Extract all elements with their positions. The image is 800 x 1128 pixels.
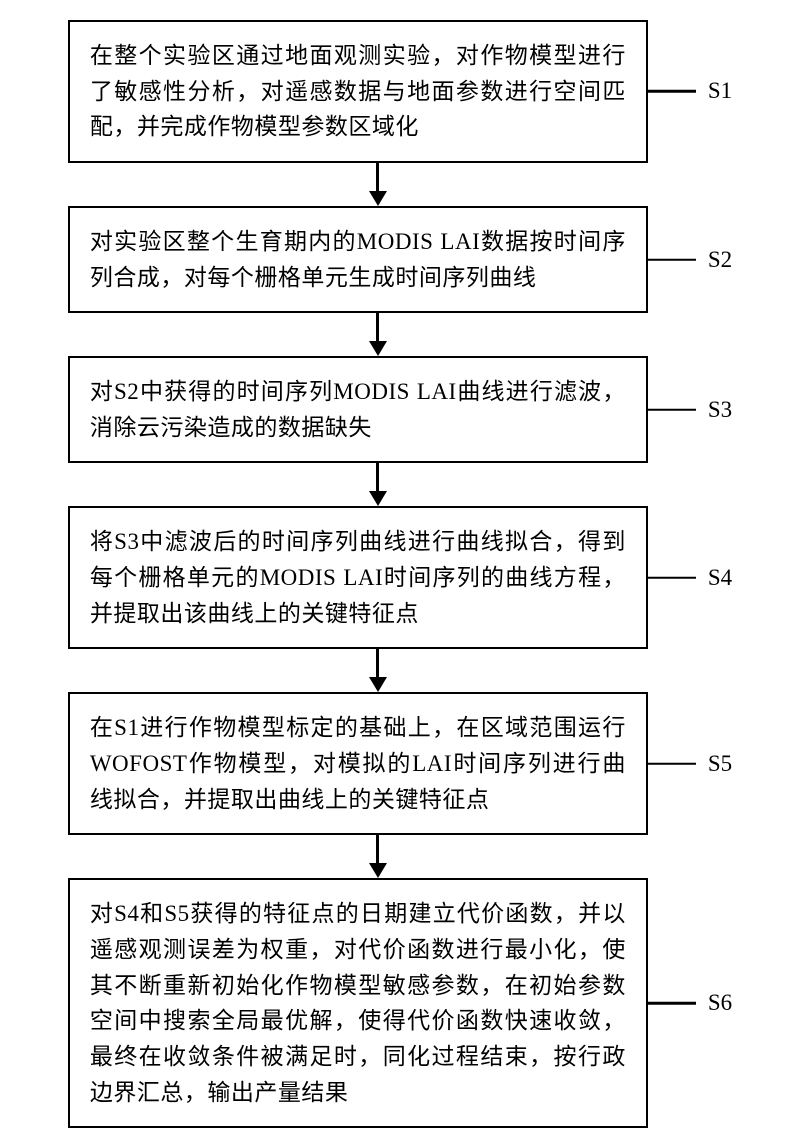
step-row-s2: 对实验区整个生育期内的MODIS LAI数据按时间序列合成，对每个栅格单元生成时… bbox=[0, 206, 800, 313]
arrow-line-icon bbox=[376, 163, 379, 191]
step-label-s1: S1 bbox=[708, 78, 732, 104]
step-label-s4: S4 bbox=[708, 565, 732, 591]
arrow-s3-to-s4 bbox=[369, 463, 387, 506]
arrow-head-icon bbox=[369, 863, 387, 878]
arrow-s5-to-s6 bbox=[369, 835, 387, 878]
step-row-s3: 对S2中获得的时间序列MODIS LAI曲线进行滤波，消除云污染造成的数据缺失 S… bbox=[0, 356, 800, 463]
arrow-head-icon bbox=[369, 341, 387, 356]
flowchart-container: 在整个实验区通过地面观测实验，对作物模型进行了敏感性分析，对遥感数据与地面参数进… bbox=[0, 20, 800, 1128]
arrow-line-icon bbox=[376, 835, 379, 863]
connector-line-icon bbox=[648, 1002, 696, 1005]
step-box-s6: 对S4和S5获得的特征点的日期建立代价函数，并以遥感观测误差为权重，对代价函数进… bbox=[68, 878, 648, 1128]
step-connector-s4: S4 bbox=[648, 565, 732, 591]
step-label-s2: S2 bbox=[708, 247, 732, 273]
step-box-s3: 对S2中获得的时间序列MODIS LAI曲线进行滤波，消除云污染造成的数据缺失 bbox=[68, 356, 648, 463]
step-connector-s3: S3 bbox=[648, 397, 732, 423]
step-connector-s5: S5 bbox=[648, 751, 732, 777]
step-box-s2: 对实验区整个生育期内的MODIS LAI数据按时间序列合成，对每个栅格单元生成时… bbox=[68, 206, 648, 313]
step-box-s5: 在S1进行作物模型标定的基础上，在区域范围运行WOFOST作物模型，对模拟的LA… bbox=[68, 692, 648, 835]
arrow-line-icon bbox=[376, 463, 379, 491]
step-box-s1: 在整个实验区通过地面观测实验，对作物模型进行了敏感性分析，对遥感数据与地面参数进… bbox=[68, 20, 648, 163]
step-connector-s1: S1 bbox=[648, 78, 732, 104]
step-row-s5: 在S1进行作物模型标定的基础上，在区域范围运行WOFOST作物模型，对模拟的LA… bbox=[0, 692, 800, 835]
step-connector-s6: S6 bbox=[648, 990, 732, 1016]
step-connector-s2: S2 bbox=[648, 247, 732, 273]
step-box-s4: 将S3中滤波后的时间序列曲线进行曲线拟合，得到每个栅格单元的MODIS LAI时… bbox=[68, 506, 648, 649]
arrow-s4-to-s5 bbox=[369, 649, 387, 692]
connector-line-icon bbox=[648, 90, 696, 93]
connector-line-icon bbox=[648, 577, 696, 580]
arrow-s2-to-s3 bbox=[369, 313, 387, 356]
arrow-line-icon bbox=[376, 649, 379, 677]
arrow-s1-to-s2 bbox=[369, 163, 387, 206]
connector-line-icon bbox=[648, 409, 696, 412]
step-row-s1: 在整个实验区通过地面观测实验，对作物模型进行了敏感性分析，对遥感数据与地面参数进… bbox=[0, 20, 800, 163]
connector-line-icon bbox=[648, 763, 696, 766]
step-label-s3: S3 bbox=[708, 397, 732, 423]
step-row-s6: 对S4和S5获得的特征点的日期建立代价函数，并以遥感观测误差为权重，对代价函数进… bbox=[0, 878, 800, 1128]
arrow-head-icon bbox=[369, 491, 387, 506]
arrow-head-icon bbox=[369, 677, 387, 692]
connector-line-icon bbox=[648, 258, 696, 261]
step-label-s5: S5 bbox=[708, 751, 732, 777]
step-row-s4: 将S3中滤波后的时间序列曲线进行曲线拟合，得到每个栅格单元的MODIS LAI时… bbox=[0, 506, 800, 649]
arrow-head-icon bbox=[369, 191, 387, 206]
step-label-s6: S6 bbox=[708, 990, 732, 1016]
arrow-line-icon bbox=[376, 313, 379, 341]
